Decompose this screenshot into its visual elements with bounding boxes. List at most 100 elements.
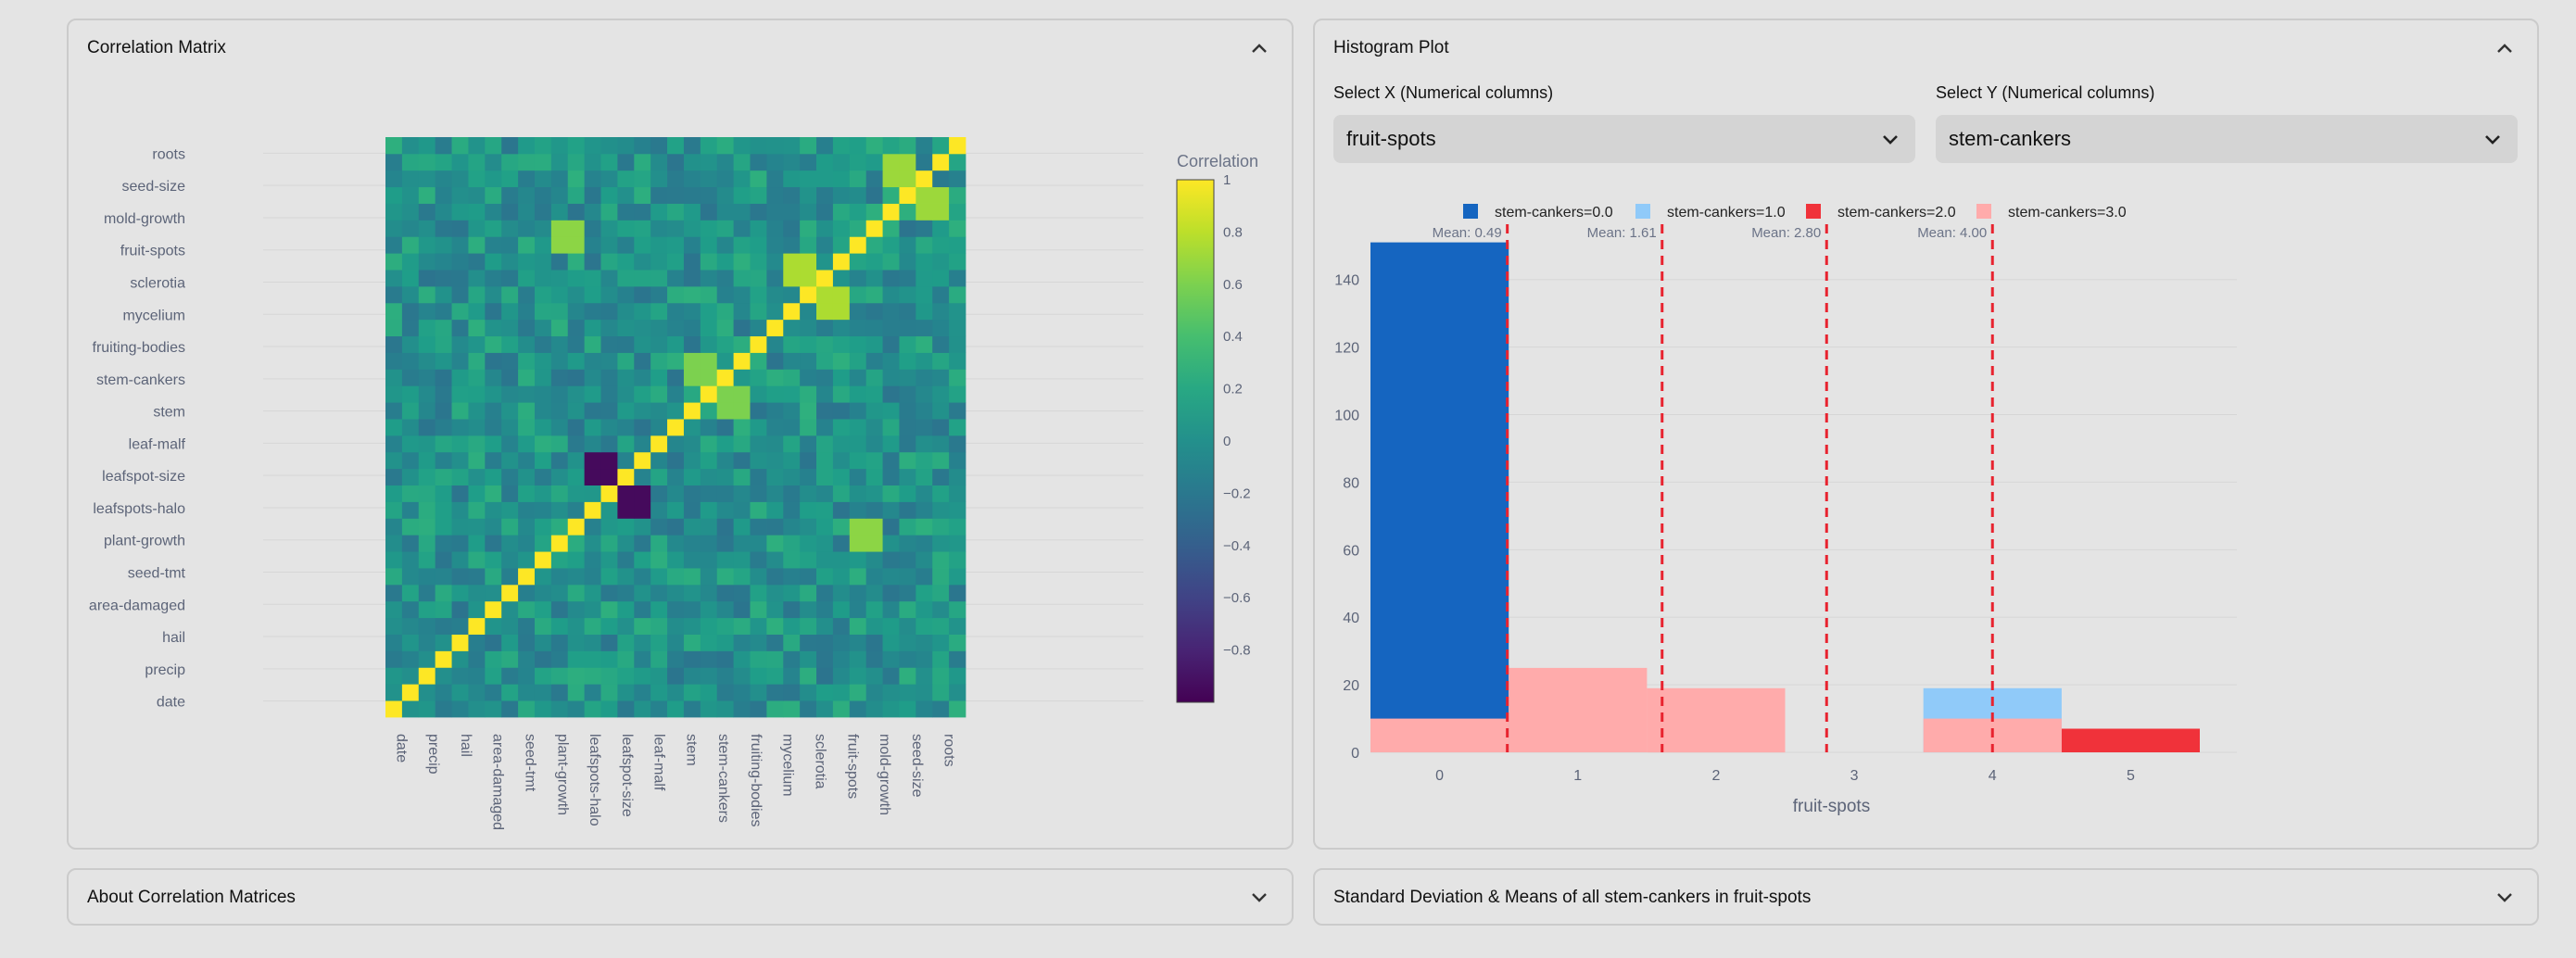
chevron-up-icon[interactable]	[2494, 38, 2515, 58]
heatmap-cell[interactable]	[816, 385, 834, 403]
heatmap-cell[interactable]	[650, 352, 668, 370]
heatmap-cell[interactable]	[600, 684, 618, 701]
heatmap-cell[interactable]	[485, 535, 502, 552]
legend-item[interactable]: stem-cankers=0.0	[1463, 204, 1613, 221]
heatmap-cell[interactable]	[733, 402, 751, 420]
heatmap-cell[interactable]	[567, 468, 586, 485]
heatmap-cell[interactable]	[766, 203, 784, 221]
heatmap-cell[interactable]	[600, 369, 618, 386]
heatmap-cell[interactable]	[750, 319, 767, 337]
heatmap-cell[interactable]	[600, 617, 618, 635]
heatmap-cell[interactable]	[683, 137, 701, 155]
heatmap-cell[interactable]	[584, 253, 601, 271]
heatmap-cell[interactable]	[534, 170, 552, 188]
heatmap-cell[interactable]	[501, 253, 519, 271]
heatmap-cell[interactable]	[849, 385, 867, 403]
heatmap-cell[interactable]	[567, 650, 586, 668]
heatmap-cell[interactable]	[518, 634, 536, 651]
heatmap-cell[interactable]	[849, 518, 867, 536]
heatmap-cell[interactable]	[385, 170, 403, 188]
heatmap-cell[interactable]	[865, 451, 883, 470]
heatmap-cell[interactable]	[518, 253, 536, 271]
heatmap-cell[interactable]	[700, 568, 718, 586]
heatmap-cell[interactable]	[683, 667, 701, 685]
heatmap-cell[interactable]	[899, 137, 916, 155]
heatmap-cell[interactable]	[617, 650, 635, 668]
heatmap-cell[interactable]	[584, 485, 601, 502]
heatmap-cell[interactable]	[501, 302, 519, 321]
heatmap-cell[interactable]	[584, 684, 601, 701]
heatmap-cell[interactable]	[700, 650, 718, 668]
heatmap-cell[interactable]	[617, 170, 635, 188]
heatmap-cell[interactable]	[567, 600, 586, 619]
heatmap-cell[interactable]	[932, 535, 950, 552]
heatmap-cell[interactable]	[816, 435, 834, 453]
heatmap-cell[interactable]	[385, 468, 403, 485]
heatmap-cell[interactable]	[401, 402, 420, 420]
chevron-up-icon[interactable]	[1249, 38, 1269, 58]
heatmap-cell[interactable]	[501, 319, 519, 337]
heatmap-cell[interactable]	[634, 700, 651, 718]
heatmap-cell[interactable]	[800, 186, 817, 204]
heatmap-cell[interactable]	[451, 551, 469, 569]
heatmap-cell[interactable]	[882, 253, 900, 271]
heatmap-cell[interactable]	[816, 402, 834, 420]
heatmap-cell[interactable]	[800, 667, 817, 685]
heatmap-cell[interactable]	[832, 402, 851, 420]
heatmap-cell[interactable]	[634, 270, 651, 287]
heatmap-cell[interactable]	[949, 634, 966, 651]
heatmap-cell[interactable]	[567, 584, 586, 602]
heatmap-cell[interactable]	[800, 153, 817, 171]
heatmap-cell[interactable]	[600, 285, 618, 304]
heatmap-cell[interactable]	[550, 186, 569, 204]
heatmap-cell[interactable]	[451, 634, 469, 651]
heatmap-cell[interactable]	[584, 551, 601, 569]
heatmap-cell[interactable]	[634, 319, 651, 337]
heatmap-cell[interactable]	[468, 435, 486, 453]
heatmap-cell[interactable]	[567, 617, 586, 635]
heatmap-cell[interactable]	[865, 634, 883, 651]
heatmap-cell[interactable]	[949, 352, 966, 370]
heatmap-cell[interactable]	[485, 667, 502, 685]
heatmap-cell[interactable]	[550, 468, 569, 485]
heatmap-cell[interactable]	[733, 518, 751, 536]
heatmap-cell[interactable]	[418, 419, 436, 436]
heatmap-cell[interactable]	[949, 451, 966, 470]
heatmap-cell[interactable]	[949, 650, 966, 668]
heatmap-cell[interactable]	[949, 369, 966, 386]
heatmap-cell[interactable]	[849, 236, 867, 254]
heatmap-cell[interactable]	[915, 451, 933, 470]
heatmap-cell[interactable]	[501, 650, 519, 668]
heatmap-cell[interactable]	[468, 535, 486, 552]
heatmap-cell[interactable]	[518, 352, 536, 370]
heatmap-cell[interactable]	[485, 369, 502, 386]
heatmap-cell[interactable]	[865, 518, 883, 536]
heatmap-cell[interactable]	[650, 402, 668, 420]
heatmap-cell[interactable]	[733, 236, 751, 254]
heatmap-cell[interactable]	[600, 253, 618, 271]
heatmap-cell[interactable]	[849, 435, 867, 453]
heatmap-cell[interactable]	[501, 551, 519, 569]
heatmap-cell[interactable]	[915, 335, 933, 353]
heatmap-cell[interactable]	[716, 319, 734, 337]
heatmap-cell[interactable]	[451, 650, 469, 668]
heatmap-cell[interactable]	[683, 170, 701, 188]
heatmap-cell[interactable]	[783, 551, 801, 569]
heatmap-cell[interactable]	[418, 236, 436, 254]
heatmap-cell[interactable]	[733, 220, 751, 237]
heatmap-cell[interactable]	[915, 468, 933, 485]
heatmap-cell[interactable]	[750, 617, 767, 635]
heatmap-cell[interactable]	[468, 270, 486, 287]
heatmap-cell[interactable]	[435, 634, 452, 651]
heatmap-cell[interactable]	[385, 236, 403, 254]
heatmap-cell[interactable]	[534, 468, 552, 485]
heatmap-cell[interactable]	[617, 700, 635, 718]
heatmap-cell[interactable]	[418, 385, 436, 403]
heatmap-cell[interactable]	[750, 501, 767, 519]
heatmap-cell[interactable]	[832, 153, 851, 171]
heatmap-cell[interactable]	[733, 319, 751, 337]
heatmap-cell[interactable]	[816, 369, 834, 386]
heatmap-cell[interactable]	[567, 385, 586, 403]
heatmap-cell[interactable]	[832, 435, 851, 453]
heatmap-cell[interactable]	[783, 451, 801, 470]
